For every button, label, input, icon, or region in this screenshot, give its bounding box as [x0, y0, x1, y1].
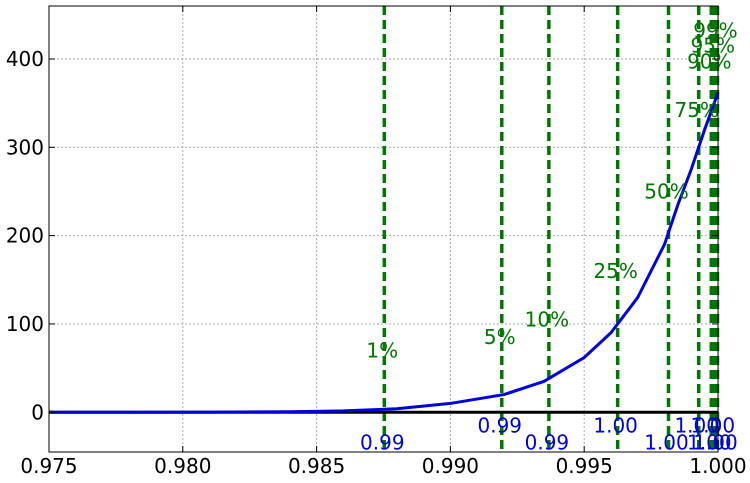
quantile-value-label: 0.99	[525, 430, 570, 454]
plot-frame	[48, 5, 719, 453]
y-tick-label: 100	[6, 312, 44, 336]
quantile-lines	[382, 6, 720, 452]
quantile-label: 1%	[366, 338, 398, 362]
quantile-value-label: 1.00	[674, 414, 719, 438]
y-tick-label: 200	[6, 224, 44, 248]
y-axis: 0 100 200 300 400	[6, 47, 718, 424]
quantile-label: 75%	[675, 98, 719, 122]
series-curve	[48, 92, 720, 414]
quantile-label: 25%	[593, 259, 637, 283]
quantile-value-label: 1.00	[644, 430, 689, 454]
quantile-label: 90%	[687, 50, 731, 74]
x-tick-label: 0.990	[422, 454, 479, 478]
quantile-labels: 1% 0.99 5% 0.99 10% 0.99 25% 1.00 50% 1.00 75% 1.00…	[360, 19, 738, 455]
quantile-value-label: 1.00	[693, 430, 738, 454]
y-tick-label: 0	[31, 400, 44, 424]
quantile-label: 5%	[484, 325, 516, 349]
quantile-value-label: 0.99	[360, 430, 405, 454]
y-tick-label: 400	[6, 47, 44, 71]
quantile-label: 50%	[644, 179, 688, 203]
quantile-label: 95%	[691, 34, 735, 58]
quantile-label: 99%	[693, 19, 737, 43]
quantile-value-label: 1.00	[687, 430, 732, 454]
x-tick-label: 0.975	[20, 454, 77, 478]
x-tick-label: 0.985	[288, 454, 345, 478]
x-tick-label: 0.995	[556, 454, 613, 478]
x-axis: 0.975 0.980 0.985 0.990 0.995 1.000	[20, 6, 747, 478]
quantile-value-label: 1.00	[593, 414, 638, 438]
y-tick-label: 300	[6, 135, 44, 159]
x-tick-label: 0.980	[154, 454, 211, 478]
quantile-value-label: 0.99	[478, 414, 523, 438]
quantile-label: 10%	[525, 308, 569, 332]
quantile-value-label: 1.00	[691, 414, 736, 438]
x-tick-label: 1.000	[689, 454, 746, 478]
